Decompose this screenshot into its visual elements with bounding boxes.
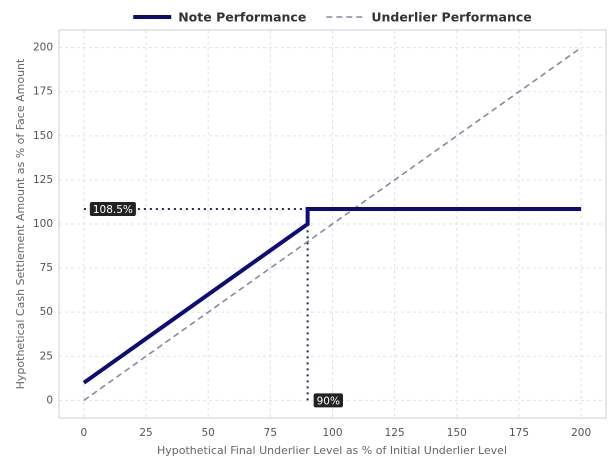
- series-line: [82, 207, 582, 385]
- x-tick-label: 150: [447, 427, 467, 439]
- annotation-box: [89, 202, 136, 217]
- legend-label: Note Performance: [178, 10, 306, 25]
- series-line: [83, 46, 582, 402]
- y-tick-label: 150: [33, 130, 53, 142]
- x-tick-label: 100: [322, 427, 342, 439]
- x-tick-label: 125: [385, 427, 405, 439]
- x-tick-label: 0: [81, 427, 88, 439]
- y-tick-label: 175: [33, 86, 53, 98]
- x-axis-title: Hypothetical Final Underlier Level as % …: [157, 444, 507, 457]
- x-tick-label: 75: [264, 427, 277, 439]
- y-tick-label: 100: [33, 218, 53, 230]
- y-tick-label: 0: [46, 394, 53, 406]
- y-tick-label: 125: [33, 174, 53, 186]
- x-tick-label: 200: [571, 427, 591, 439]
- x-tick-label: 25: [139, 427, 152, 439]
- y-tick-label: 25: [40, 350, 53, 362]
- legend-label: Underlier Performance: [371, 10, 531, 25]
- y-tick-label: 75: [40, 262, 53, 274]
- x-tick-label: 50: [201, 427, 214, 439]
- y-axis-title: Hypothetical Cash Settlement Amount as %…: [14, 58, 27, 389]
- annotation-label: 108.5%: [93, 204, 133, 216]
- y-tick-label: 200: [33, 42, 53, 54]
- y-tick-label: 50: [40, 306, 53, 318]
- annotation-label: 90%: [317, 395, 340, 407]
- x-tick-label: 175: [509, 427, 529, 439]
- annotation-box: [313, 393, 343, 408]
